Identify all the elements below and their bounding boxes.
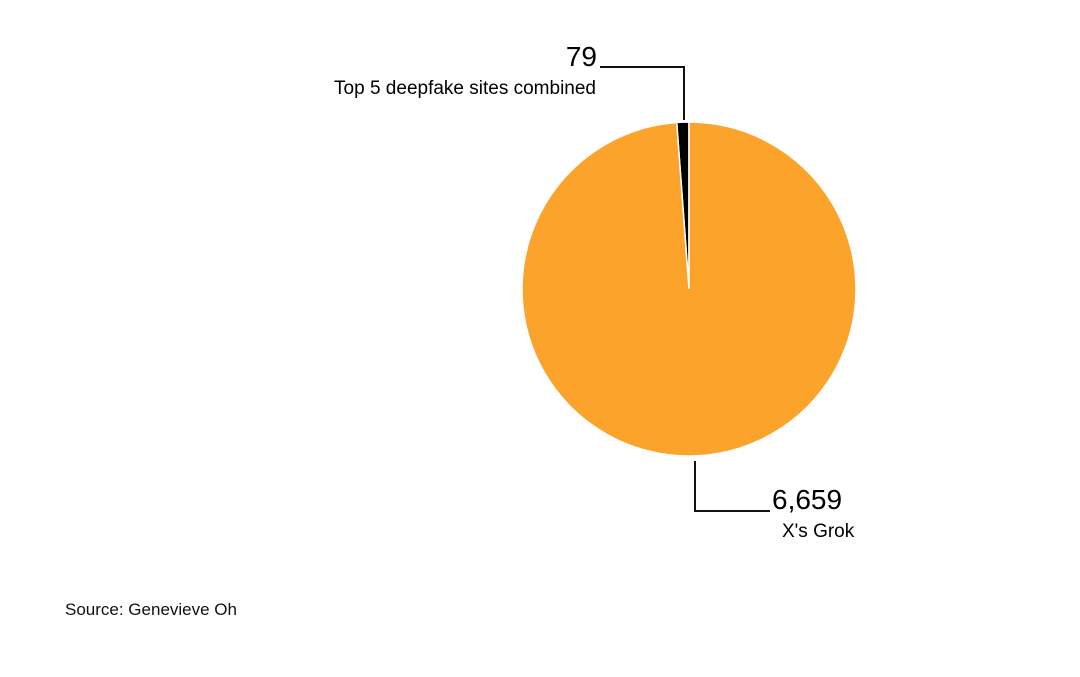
- value-label-grok: 6,659: [772, 484, 842, 515]
- leader-line-grok: [694, 461, 770, 512]
- value-label-top5: 79: [566, 41, 597, 72]
- pie-slice-grok: [521, 121, 857, 457]
- leader-line-top5: [600, 66, 685, 120]
- slice-label-grok: X's Grok: [782, 521, 855, 542]
- source-note: Source: Genevieve Oh: [65, 600, 237, 619]
- slice-label-top5: Top 5 deepfake sites combined: [334, 78, 596, 99]
